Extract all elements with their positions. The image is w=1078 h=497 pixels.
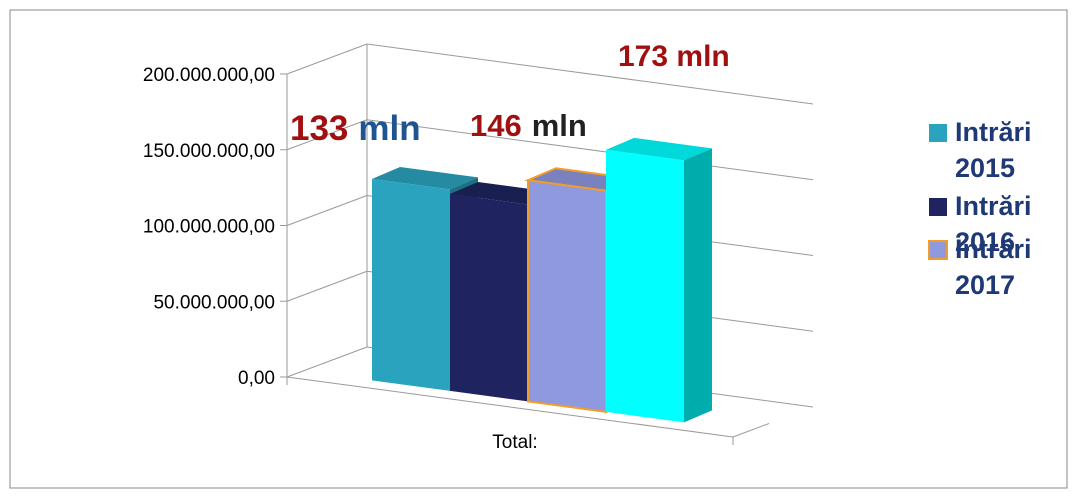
grid-side-line xyxy=(286,119,368,151)
x-category-label: Total: xyxy=(492,432,537,453)
data-label-2: 146 mln xyxy=(470,108,587,143)
grid-side-line xyxy=(286,43,368,75)
legend-label: 2017 xyxy=(955,270,1015,300)
grid-side-line xyxy=(286,195,368,226)
legend-swatch xyxy=(929,124,947,142)
x-axis-line xyxy=(286,376,734,438)
bar-top xyxy=(606,137,712,161)
bar-front xyxy=(450,193,528,402)
legend-label: 2015 xyxy=(955,153,1015,183)
bar-front xyxy=(527,179,607,414)
y-tick-label: 200.000.000,00 xyxy=(143,65,275,86)
bar-4 xyxy=(606,137,712,423)
data-label-value: 173 mln xyxy=(618,40,730,73)
legend-swatch xyxy=(928,240,948,260)
floor-edge xyxy=(732,423,770,438)
gridline xyxy=(366,43,814,105)
y-tick-label: 150.000.000,00 xyxy=(143,141,275,162)
legend-label: Intrări xyxy=(955,234,1032,264)
grid-side-line xyxy=(286,346,368,378)
data-label-3: 173 mln xyxy=(618,40,730,73)
data-label-value: 133 xyxy=(290,109,348,148)
data-label-unit: mln xyxy=(358,109,420,148)
y-tick-label: 50.000.000,00 xyxy=(153,292,275,313)
data-label-unit: mln xyxy=(532,108,587,143)
bar-front xyxy=(372,178,450,391)
y-tick-label: 100.000.000,00 xyxy=(143,217,275,238)
legend-label: 2016 xyxy=(955,227,1015,257)
data-label-1: 133 mln xyxy=(290,109,421,148)
data-label-value: 146 xyxy=(470,108,522,143)
gridline xyxy=(366,119,814,181)
bar-side xyxy=(684,148,712,423)
legend-label: Intrări xyxy=(955,117,1032,147)
chart-border xyxy=(9,9,1068,489)
grid-side-line xyxy=(286,270,368,302)
legend-swatch xyxy=(929,198,947,216)
bar-front xyxy=(606,149,684,423)
legend-label: Intrări xyxy=(955,191,1032,221)
y-tick-label: 0,00 xyxy=(238,368,275,389)
bar-top xyxy=(372,166,478,190)
